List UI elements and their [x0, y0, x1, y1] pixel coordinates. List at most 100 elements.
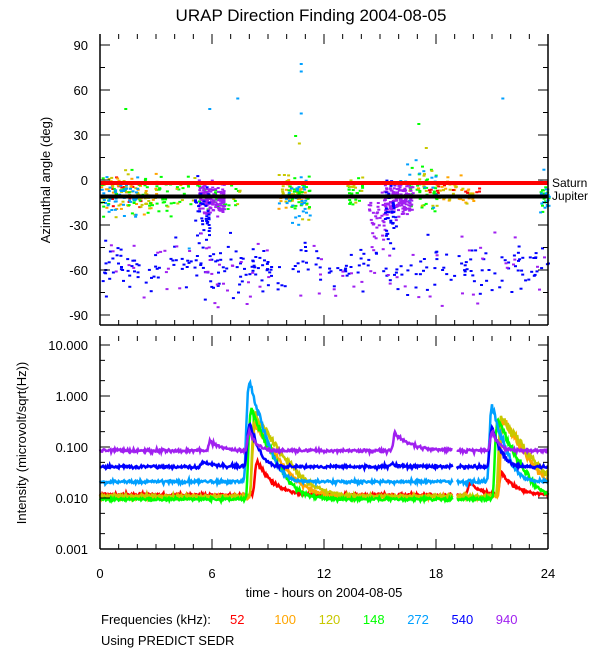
azimuth-point-148 — [355, 192, 359, 195]
azimuth-point-120 — [438, 189, 442, 192]
azimuth-point-100 — [130, 177, 134, 180]
azimuth-point-148 — [421, 165, 424, 168]
azimuth-point-940 — [378, 216, 382, 219]
azimuth-point-540 — [144, 281, 148, 284]
azimuth-point-540 — [409, 264, 413, 267]
azimuth-point-940 — [212, 209, 216, 212]
azimuth-point-940 — [367, 204, 371, 207]
azimuth-point-100 — [142, 213, 146, 216]
azimuth-point-540 — [280, 284, 284, 287]
azimuth-point-540 — [194, 200, 198, 203]
azimuth-point-940 — [332, 288, 336, 291]
azimuth-point-940 — [215, 283, 219, 286]
azimuth-point-148 — [351, 189, 355, 191]
azimuth-point-272 — [544, 188, 548, 191]
azimuth-point-148 — [297, 192, 301, 195]
footnote: Using PREDICT SEDR — [101, 633, 234, 648]
azimuth-point-540 — [276, 282, 280, 285]
intensity-line-148 — [456, 417, 550, 504]
azimuth-point-940 — [460, 235, 464, 238]
azimuth-point-148 — [429, 168, 433, 171]
azimuth-point-540 — [137, 264, 141, 267]
azimuth-point-540 — [194, 199, 197, 202]
azimuth-point-540 — [111, 257, 115, 260]
azimuth-point-540 — [512, 254, 516, 257]
azimuth-point-940 — [203, 184, 207, 187]
azimuth-point-540 — [117, 262, 120, 265]
azimuth-point-148 — [425, 186, 429, 189]
azimuth-point-940 — [388, 201, 392, 204]
azimuth-point-272 — [543, 206, 547, 209]
legend-item-540: 540 — [452, 612, 474, 627]
azimuth-point-540 — [119, 254, 123, 257]
azimuth-point-940 — [203, 190, 207, 193]
azimuth-point-940 — [387, 202, 391, 205]
azimuth-point-940 — [394, 219, 398, 222]
azimuth-point-540 — [507, 261, 511, 264]
azimuth-point-540 — [251, 260, 255, 263]
azimuth-point-272 — [547, 195, 551, 198]
azimuth-point-100 — [279, 200, 283, 203]
azimuth-point-52 — [478, 190, 481, 193]
azimuth-point-120 — [442, 189, 445, 192]
azimuth-point-940 — [219, 202, 222, 205]
azimuth-point-540 — [395, 268, 399, 271]
azimuth-point-272 — [302, 186, 306, 189]
azimuth-point-272 — [303, 188, 307, 191]
azimuth-point-540 — [390, 210, 394, 213]
azimuth-point-940 — [406, 193, 410, 196]
azimuth-point-940 — [435, 254, 439, 257]
azimuth-point-940 — [319, 273, 322, 276]
azimuth-point-540 — [293, 265, 297, 267]
azimuth-point-940 — [221, 209, 225, 212]
azimuth-point-940 — [385, 213, 389, 216]
azimuth-point-52 — [115, 176, 119, 179]
azimuth-point-100 — [303, 191, 307, 194]
azimuth-point-940 — [198, 189, 202, 192]
azimuth-point-540 — [469, 258, 473, 261]
azimuth-point-540 — [520, 269, 524, 272]
azimuth-point-120 — [191, 199, 195, 202]
azimuth-point-540 — [260, 279, 264, 282]
azimuth-point-148 — [158, 187, 162, 190]
azimuth-point-940 — [211, 189, 215, 191]
azimuth-point-100 — [472, 200, 476, 202]
azimuth-point-148 — [102, 205, 106, 208]
azimuth-point-540 — [135, 263, 139, 266]
azimuth-point-940 — [360, 280, 364, 283]
azimuth-point-100 — [117, 179, 121, 182]
azimuth-point-940 — [513, 258, 517, 261]
azimuth-point-540 — [434, 251, 438, 254]
azimuth-point-940 — [409, 198, 413, 201]
azimuth-point-540 — [133, 259, 137, 262]
azimuth-point-940 — [165, 288, 169, 291]
azimuth-point-540 — [262, 250, 266, 252]
azimuth-point-148 — [418, 197, 422, 200]
azimuth-point-540 — [385, 210, 389, 213]
azimuth-point-940 — [395, 193, 399, 196]
azimuth-point-120 — [179, 184, 183, 187]
azimuth-point-940 — [210, 179, 214, 182]
azimuth-point-120 — [422, 185, 426, 188]
azimuth-point-940 — [411, 192, 415, 195]
intensity-ylabel: Intensity (microvolt/sqrt(Hz)) — [14, 362, 29, 525]
azimuth-point-148 — [290, 205, 294, 208]
azimuth-point-100 — [440, 185, 444, 188]
azimuth-point-540 — [225, 267, 229, 270]
azimuth-point-940 — [210, 272, 214, 275]
azimuth-point-540 — [316, 257, 320, 260]
azimuth-point-120 — [469, 192, 473, 195]
azimuth-point-540 — [189, 260, 193, 263]
azimuth-point-940 — [400, 204, 404, 207]
azimuth-point-272 — [287, 199, 291, 202]
azimuth-point-540 — [392, 247, 396, 250]
azimuth-point-940 — [214, 206, 218, 209]
azimuth-point-540 — [389, 184, 393, 187]
legend: Frequencies (kHz): 52 100 120 148 272 540 940 — [101, 612, 518, 627]
azimuth-point-148 — [358, 199, 361, 202]
azimuth-point-272 — [422, 170, 426, 173]
azimuth-point-120 — [418, 178, 422, 181]
azimuth-point-148 — [358, 189, 362, 192]
azimuth-point-940 — [392, 199, 396, 202]
azimuth-point-940 — [205, 188, 209, 191]
